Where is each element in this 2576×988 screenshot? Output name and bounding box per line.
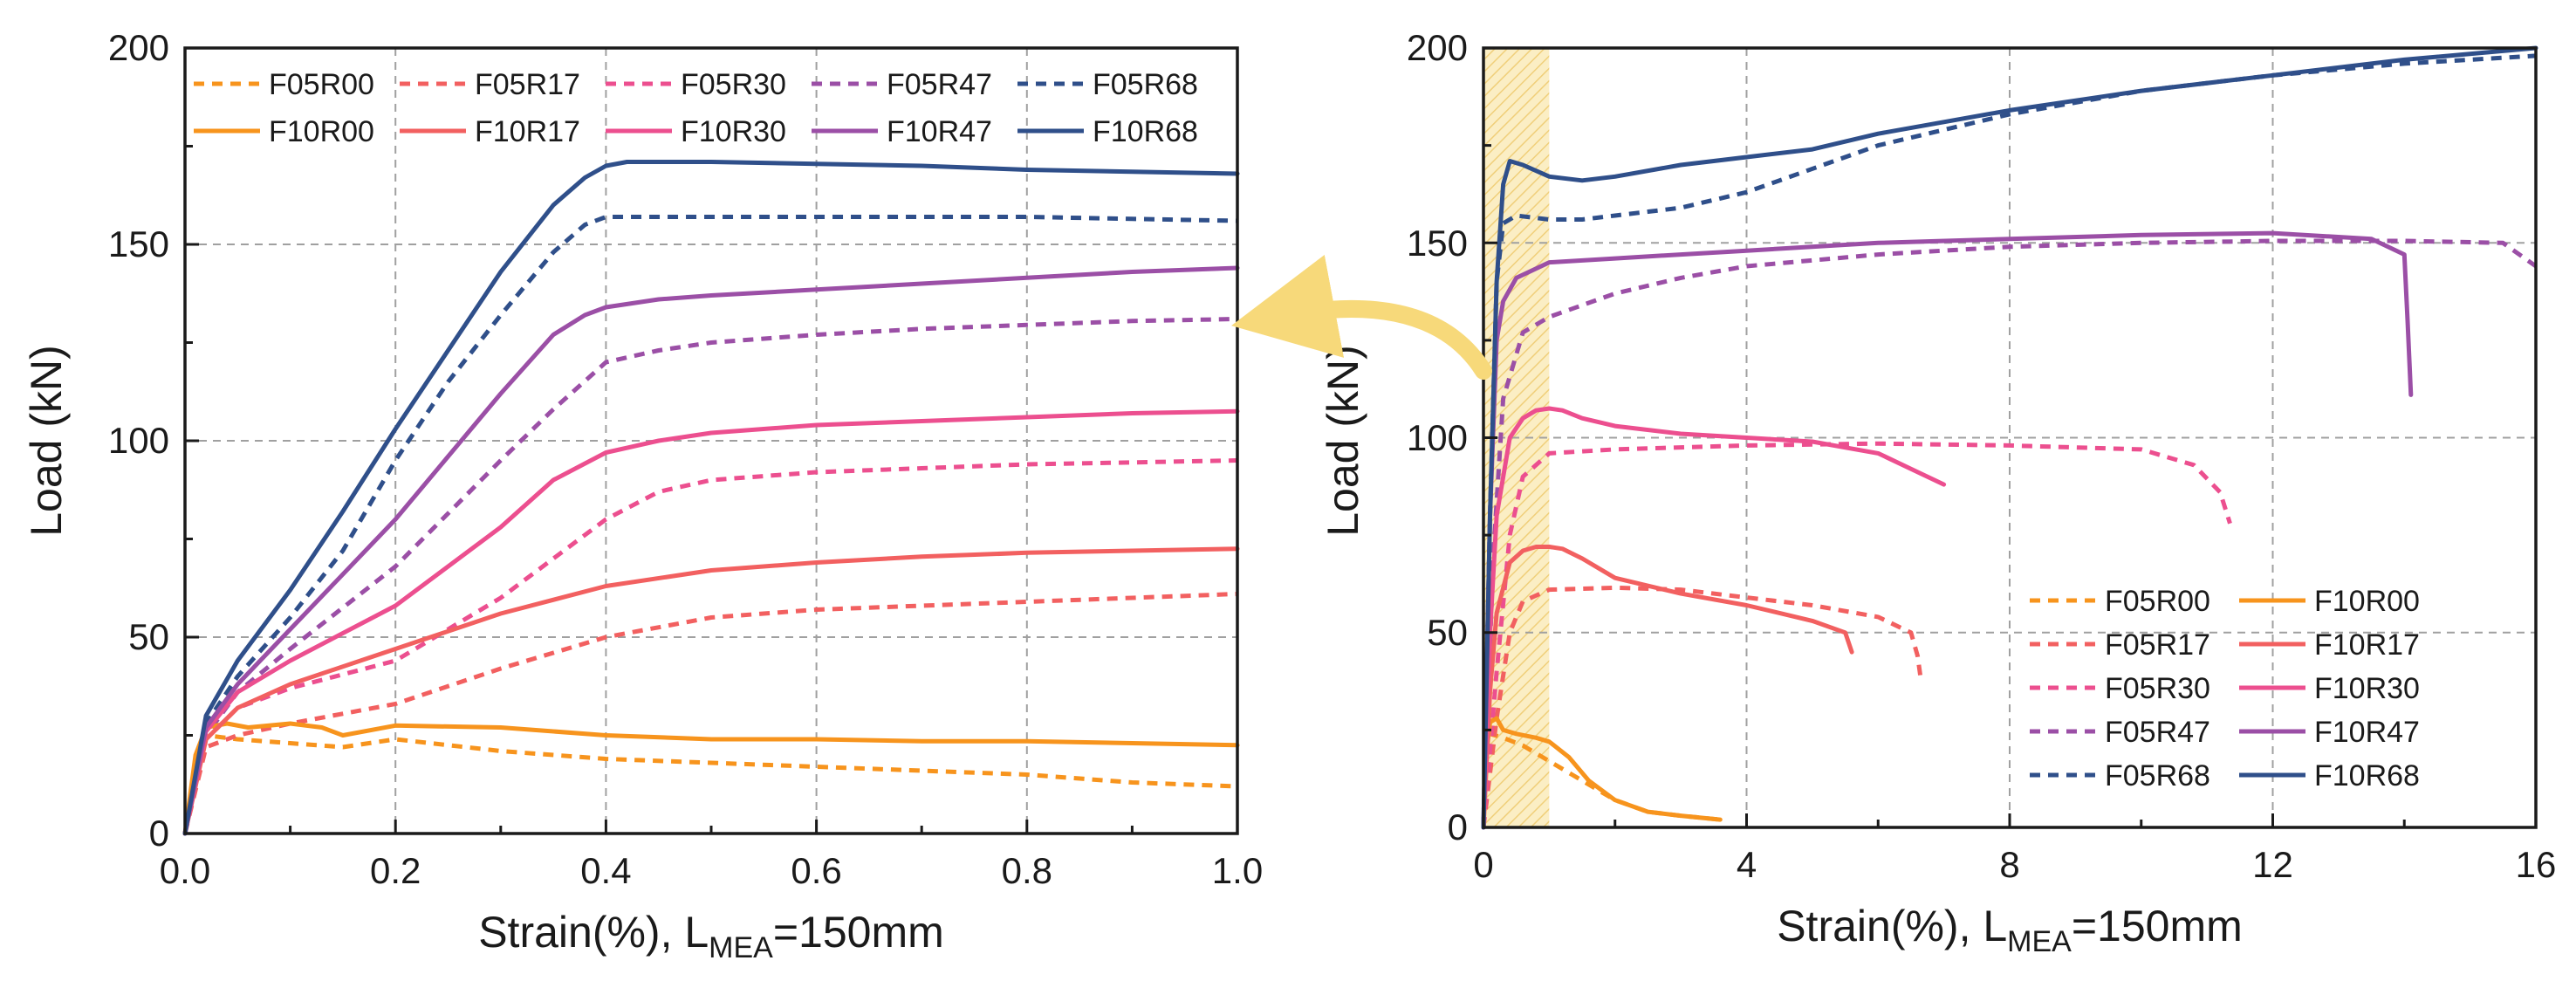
- right-xtick-label: 4: [1737, 844, 1757, 885]
- right-legend-label-F05R47: F05R47: [2105, 716, 2210, 749]
- right-ytick-label: 0: [1448, 806, 1468, 847]
- left-xtick-label: 0.8: [1002, 850, 1052, 891]
- left-series-F05R00: [182, 733, 1238, 834]
- left-x-axis-title: Strain(%), LMEA=150mm: [478, 908, 944, 964]
- right-x-axis-title: Strain(%), LMEA=150mm: [1777, 902, 2243, 958]
- left-series-F05R47: [182, 317, 1238, 834]
- left-ytick-label: 150: [108, 223, 169, 264]
- left-legend-label-F10R68: F10R68: [1093, 115, 1198, 148]
- right-legend-label-F10R30: F10R30: [2314, 672, 2420, 705]
- left-legend-label-F05R17: F05R17: [475, 68, 580, 101]
- right-series-F10R30: [1481, 406, 1947, 830]
- left-series-F10R47: [182, 265, 1240, 836]
- right-series-F10R47: [1481, 230, 2414, 830]
- right-legend-label-F05R00: F05R00: [2105, 585, 2210, 618]
- right-series-F05R30: [1481, 441, 2232, 828]
- left-xtick-label: 0.6: [791, 850, 841, 891]
- left-legend: F05R00 F05R17 F05R30 F05R47 F05R68 F10R00 F10R…: [194, 68, 1198, 148]
- right-grid-layer: [1483, 48, 2536, 827]
- left-legend-label-F10R00: F10R00: [269, 115, 374, 148]
- left-legend-label-F10R17: F10R17: [475, 115, 580, 148]
- left-legend-label-F10R47: F10R47: [887, 115, 992, 148]
- right-xtick-label: 16: [2516, 844, 2557, 885]
- right-series-F10R68: [1481, 45, 2538, 830]
- left-series-F05R17: [182, 592, 1238, 834]
- left-ytick-label: 50: [128, 616, 169, 657]
- right-series-layer: [1481, 45, 2538, 830]
- left-xtick-label: 0.0: [160, 850, 210, 891]
- left-chart: 0.0 0.2 0.4 0.6 0.8 1.0 0 50 100 150 200…: [22, 27, 1263, 964]
- left-series-F10R68: [182, 160, 1240, 836]
- left-ytick-label: 100: [108, 420, 169, 461]
- left-series-layer: [182, 160, 1240, 836]
- left-tick-labels: 0.0 0.2 0.4 0.6 0.8 1.0 0 50 100 150 200: [108, 27, 1263, 891]
- left-ytick-label: 0: [149, 813, 169, 854]
- left-series-F10R17: [182, 546, 1240, 836]
- right-ytick-label: 50: [1427, 612, 1468, 653]
- right-legend-label-F05R30: F05R30: [2105, 672, 2210, 705]
- right-series-F10R17: [1481, 545, 1854, 830]
- right-series-F10R00: [1481, 716, 1723, 830]
- left-ticks-layer: [183, 46, 1239, 835]
- left-xtick-label: 0.2: [370, 850, 421, 891]
- right-chart: 0 4 8 12 16 0 50 100 150 200 Strain(%), …: [1319, 27, 2556, 958]
- right-y-axis-title: Load (kN): [1319, 345, 1367, 537]
- zoom-arrow: [1231, 254, 1492, 380]
- right-xtick-label: 8: [1999, 844, 2019, 885]
- right-legend-label-F05R17: F05R17: [2105, 628, 2210, 662]
- left-series-F10R30: [182, 408, 1240, 836]
- right-ticks-layer: [1482, 46, 2538, 829]
- left-grid-layer: [185, 48, 1237, 834]
- left-legend-label-F05R00: F05R00: [269, 68, 374, 101]
- right-series-F05R17: [1481, 585, 1923, 828]
- right-legend-label-F10R00: F10R00: [2314, 585, 2420, 618]
- left-legend-label-F10R30: F10R30: [681, 115, 786, 148]
- right-legend-label-F10R68: F10R68: [2314, 759, 2420, 792]
- left-series-F05R68: [182, 215, 1238, 834]
- left-ytick-label: 200: [108, 27, 169, 68]
- right-tick-labels: 0 4 8 12 16 0 50 100 150 200: [1407, 27, 2556, 885]
- left-xtick-label: 1.0: [1212, 850, 1263, 891]
- right-legend-label-F05R68: F05R68: [2105, 759, 2210, 792]
- right-ytick-label: 150: [1407, 223, 1468, 264]
- left-legend-label-F05R68: F05R68: [1093, 68, 1198, 101]
- right-xtick-label: 12: [2252, 844, 2293, 885]
- right-ytick-label: 200: [1407, 27, 1468, 68]
- left-y-axis-title: Load (kN): [22, 345, 71, 537]
- right-ytick-label: 100: [1407, 417, 1468, 458]
- right-xtick-label: 0: [1473, 844, 1493, 885]
- left-legend-label-F05R47: F05R47: [887, 68, 992, 101]
- left-legend-label-F05R30: F05R30: [681, 68, 786, 101]
- right-series-F05R47: [1481, 238, 2538, 828]
- left-xtick-label: 0.4: [580, 850, 631, 891]
- right-legend-label-F10R47: F10R47: [2314, 716, 2420, 749]
- right-legend-label-F10R17: F10R17: [2314, 628, 2420, 662]
- right-legend: F05R00 F10R00 F05R17 F10R17 F05R30 F10R30 F05R…: [2030, 585, 2420, 792]
